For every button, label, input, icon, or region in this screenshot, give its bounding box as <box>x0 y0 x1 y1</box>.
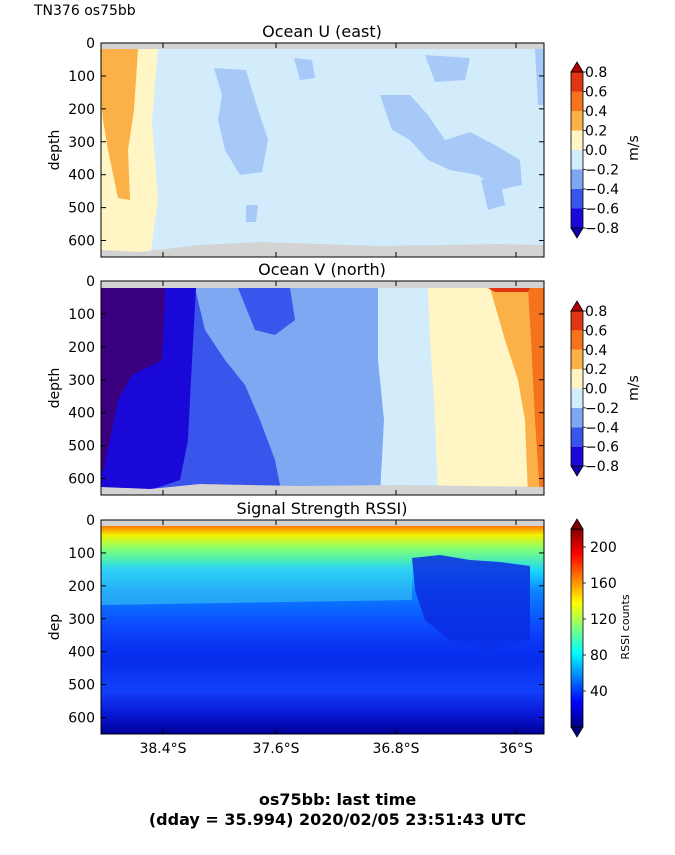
colorbar-tick-label: 200 <box>590 540 617 556</box>
colorbar-rssi <box>570 518 584 738</box>
colorbar-tick-label: 0.2 <box>585 362 607 378</box>
colorbar-band <box>571 150 583 170</box>
colorbar-band <box>571 427 583 447</box>
colorbar-label: m/s <box>626 135 642 161</box>
y-tick-label: 400 <box>68 645 95 661</box>
colorbar-extend-min <box>570 227 584 239</box>
colorbar-tick-label: 0.0 <box>585 382 607 398</box>
colorbar-label: m/s <box>626 375 642 401</box>
colorbar-tick-label: −0.6 <box>585 440 619 456</box>
y-tick-label: 600 <box>68 472 95 488</box>
colorbar-tick-label: −0.6 <box>585 202 619 218</box>
colorbar-extend-min <box>570 465 584 477</box>
y-tick-label: 0 <box>86 274 95 290</box>
rssi-field <box>101 520 544 734</box>
colorbar-tick-label: 0.8 <box>585 65 607 81</box>
colorbar-tick-label: 160 <box>590 576 617 592</box>
colorbar-band <box>571 311 583 331</box>
colorbar-tick-label: 80 <box>590 648 608 664</box>
panel-rssi: 0 100 200 300 400 500 600 38.4°S 37.6°S 36.8°S 36°… <box>68 513 545 757</box>
panel-title: Ocean U (east) <box>262 22 382 41</box>
y-tick-label: 100 <box>68 307 95 323</box>
y-tick-label: 200 <box>68 102 95 118</box>
colorbar-band <box>571 130 583 150</box>
y-tick-label: 0 <box>86 513 95 529</box>
colorbar-extend-max <box>570 61 584 73</box>
y-tick-label: 300 <box>68 373 95 389</box>
y-tick-label: 600 <box>68 234 95 250</box>
y-tick-label: 100 <box>68 69 95 85</box>
colorbar-tick-label: −0.2 <box>585 401 619 417</box>
figure-header: TN376 os75bb <box>34 3 136 19</box>
colorbar-tick-label: 0.6 <box>585 85 607 101</box>
colorbar-tick-label: 0.4 <box>585 343 607 359</box>
y-axis-label: dep <box>47 614 63 641</box>
y-axis-label: depth <box>47 130 63 171</box>
colorbar-band <box>571 189 583 209</box>
y-tick-label: 400 <box>68 168 95 184</box>
colorbar-band <box>571 111 583 131</box>
colorbar-tick-label: 0.6 <box>585 323 607 339</box>
y-tick-label: 200 <box>68 579 95 595</box>
ocean-v-field <box>101 281 544 495</box>
colorbar-label: RSSI counts <box>619 594 632 659</box>
x-tick-label: 38.4°S <box>139 741 186 757</box>
panel-title: Signal Strength RSSI) <box>237 499 408 518</box>
y-tick-label: 400 <box>68 406 95 422</box>
footer-line-2: (dday = 35.994) 2020/02/05 23:51:43 UTC <box>148 810 527 829</box>
colorbar-band <box>571 91 583 111</box>
colorbar-band <box>571 208 583 228</box>
colorbar-tick-label: 40 <box>590 684 608 700</box>
colorbar-tick-label: −0.8 <box>585 459 619 475</box>
colorbar-tick-label: −0.4 <box>585 182 619 198</box>
y-tick-label: 500 <box>68 201 95 217</box>
colorbar-tick-label: 0.4 <box>585 104 607 120</box>
y-tick-label: 600 <box>68 711 95 727</box>
x-tick-label: 37.6°S <box>252 741 299 757</box>
x-tick-label: 36°S <box>499 741 533 757</box>
colorbar-ocean-v <box>570 300 584 477</box>
colorbar-tick-label: 0.2 <box>585 124 607 140</box>
colorbar-band <box>571 349 583 370</box>
y-axis-label: depth <box>47 368 63 409</box>
colorbar-ocean-u <box>570 61 584 239</box>
y-tick-label: 0 <box>86 36 95 52</box>
colorbar-band <box>571 388 583 408</box>
y-tick-label: 100 <box>68 546 95 562</box>
colorbar-band <box>571 330 583 350</box>
colorbar-tick-label: −0.2 <box>585 163 619 179</box>
x-tick-label: 36.8°S <box>372 741 419 757</box>
y-tick-label: 200 <box>68 340 95 356</box>
panel-title: Ocean V (north) <box>258 260 386 279</box>
colorbar-tick-label: 0.0 <box>585 143 607 159</box>
colorbar-band <box>571 169 583 189</box>
colorbar-band <box>571 446 583 466</box>
panel-ocean-v: 0 100 200 300 400 500 600 <box>68 274 545 496</box>
y-tick-label: 500 <box>68 439 95 455</box>
colorbar-tick-label: 120 <box>590 612 617 628</box>
colorbar-extend-max <box>570 300 584 312</box>
footer-line-1: os75bb: last time <box>258 790 417 809</box>
ocean-u-field <box>101 43 544 257</box>
colorbar-band <box>571 407 583 428</box>
panel-ocean-u: 0 100 200 300 400 500 600 <box>68 36 545 258</box>
colorbar-band <box>571 72 583 92</box>
colorbar-band <box>571 369 583 389</box>
colorbar-tick-label: 0.8 <box>585 304 607 320</box>
colorbar-tick-label: −0.8 <box>585 221 619 237</box>
y-tick-label: 300 <box>68 612 95 628</box>
colorbar-tick-label: −0.4 <box>585 420 619 436</box>
y-tick-label: 500 <box>68 678 95 694</box>
y-tick-label: 300 <box>68 135 95 151</box>
